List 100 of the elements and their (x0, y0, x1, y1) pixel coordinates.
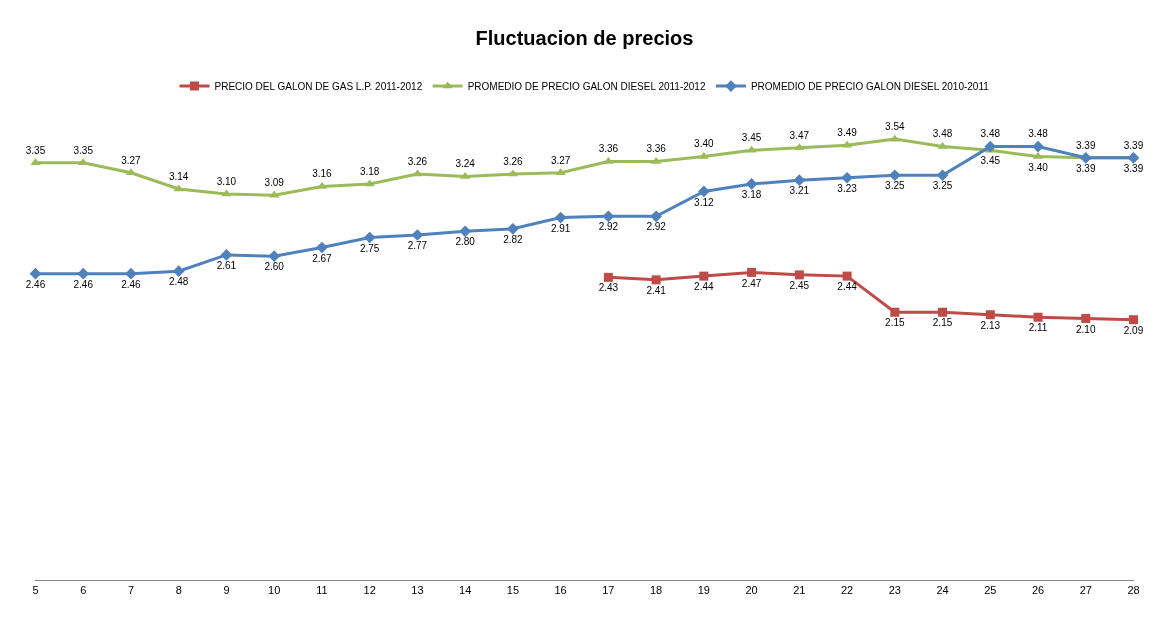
data-label: 2.91 (550, 222, 571, 234)
data-label: 2.48 (168, 276, 189, 288)
data-label: 3.26 (407, 155, 428, 167)
point (1032, 140, 1044, 153)
data-label: 3.54 (885, 121, 905, 133)
data-label: 2.15 (885, 317, 905, 329)
point (603, 272, 613, 282)
x-tick-label: 20 (745, 584, 758, 597)
point (507, 222, 519, 235)
legend-label: PROMEDIO DE PRECIO GALON DIESEL 2010-2011 (750, 81, 990, 92)
data-label: 3.40 (1028, 161, 1049, 173)
x-tick-label: 17 (602, 584, 615, 597)
data-label: 3.39 (1123, 162, 1144, 174)
data-label: 3.09 (264, 177, 285, 189)
x-tick-label: 11 (316, 584, 328, 597)
data-label: 3.10 (216, 175, 237, 187)
point (745, 178, 758, 190)
x-tick-label: 23 (888, 584, 901, 597)
point (602, 210, 615, 223)
data-label: 3.25 (932, 180, 953, 192)
point (1081, 313, 1091, 323)
x-tick-label: 12 (363, 584, 376, 597)
point (30, 158, 41, 166)
x-tick-label: 27 (1079, 584, 1092, 597)
data-label: 3.48 (1028, 128, 1049, 140)
data-label: 2.44 (837, 281, 858, 293)
data-label: 3.21 (789, 185, 810, 197)
data-label: 3.14 (168, 170, 189, 182)
data-label: 2.60 (264, 261, 285, 273)
point (793, 174, 806, 187)
point (699, 271, 709, 281)
data-label: 2.92 (646, 221, 667, 233)
data-label: 2.45 (789, 279, 810, 291)
point (746, 145, 757, 153)
point (1129, 315, 1139, 325)
point (173, 184, 184, 192)
data-label: 3.35 (73, 144, 94, 156)
data-label: 3.35 (25, 144, 46, 156)
data-label: 3.27 (121, 154, 142, 166)
data-label: 2.46 (25, 278, 46, 290)
data-label: 3.25 (885, 180, 905, 192)
point (316, 241, 328, 254)
data-label: 2.15 (932, 317, 953, 329)
data-label: 2.43 (598, 282, 619, 294)
x-tick-label: 16 (554, 584, 567, 597)
data-label: 2.10 (1076, 323, 1096, 335)
x-tick-label: 25 (984, 584, 997, 597)
point (554, 211, 567, 224)
point (794, 270, 804, 280)
data-label: 2.41 (646, 284, 667, 296)
x-tick-label: 8 (175, 584, 182, 597)
x-tick-label: 5 (32, 584, 39, 597)
data-label: 3.47 (789, 129, 810, 141)
data-label: 2.44 (694, 281, 715, 293)
point (1033, 312, 1043, 322)
legend-label: PRECIO DEL GALON DE GAS L.P. 2011-2012 (214, 81, 423, 92)
data-label: 3.18 (359, 165, 380, 177)
x-tick-label: 21 (793, 584, 806, 597)
point (459, 225, 471, 238)
data-label: 3.39 (1123, 139, 1144, 151)
x-tick-label: 26 (1031, 584, 1045, 597)
data-label: 2.09 (1123, 324, 1144, 336)
data-label: 3.45 (741, 132, 762, 144)
data-label: 3.16 (312, 168, 333, 180)
x-tick-label: 22 (840, 584, 854, 597)
data-label: 3.39 (1076, 139, 1096, 151)
data-label: 2.82 (503, 233, 524, 245)
point (841, 171, 853, 184)
data-label: 2.46 (121, 278, 142, 290)
x-tick-label: 28 (1127, 584, 1140, 597)
data-label: 3.18 (741, 189, 762, 201)
data-label: 3.36 (646, 143, 667, 155)
data-label: 3.12 (694, 196, 715, 208)
x-tick-label: 18 (649, 584, 663, 597)
point (650, 210, 662, 223)
data-label: 2.92 (598, 221, 619, 233)
data-label: 3.39 (1076, 162, 1096, 174)
point (747, 267, 757, 277)
x-tick-label: 6 (80, 584, 87, 597)
x-tick-label: 15 (506, 584, 520, 597)
x-tick-label: 9 (223, 584, 230, 597)
chart-title: Fluctuacion de precios (475, 27, 694, 49)
point (29, 267, 42, 280)
data-label: 3.48 (932, 128, 953, 140)
data-label: 2.67 (312, 252, 333, 264)
point (985, 310, 995, 320)
x-tick-label: 10 (268, 584, 281, 597)
point (842, 271, 852, 281)
point (363, 231, 376, 244)
x-tick-label: 13 (411, 584, 424, 597)
data-label: 2.47 (741, 277, 762, 289)
data-label: 2.11 (1028, 322, 1048, 334)
x-tick-label: 7 (127, 584, 135, 597)
data-label: 3.36 (598, 143, 619, 155)
data-label: 3.48 (980, 128, 1001, 140)
x-tick-label: 24 (936, 584, 949, 597)
data-label: 2.75 (359, 242, 380, 254)
point (651, 275, 661, 285)
data-label: 3.23 (837, 182, 858, 194)
point (938, 307, 948, 317)
